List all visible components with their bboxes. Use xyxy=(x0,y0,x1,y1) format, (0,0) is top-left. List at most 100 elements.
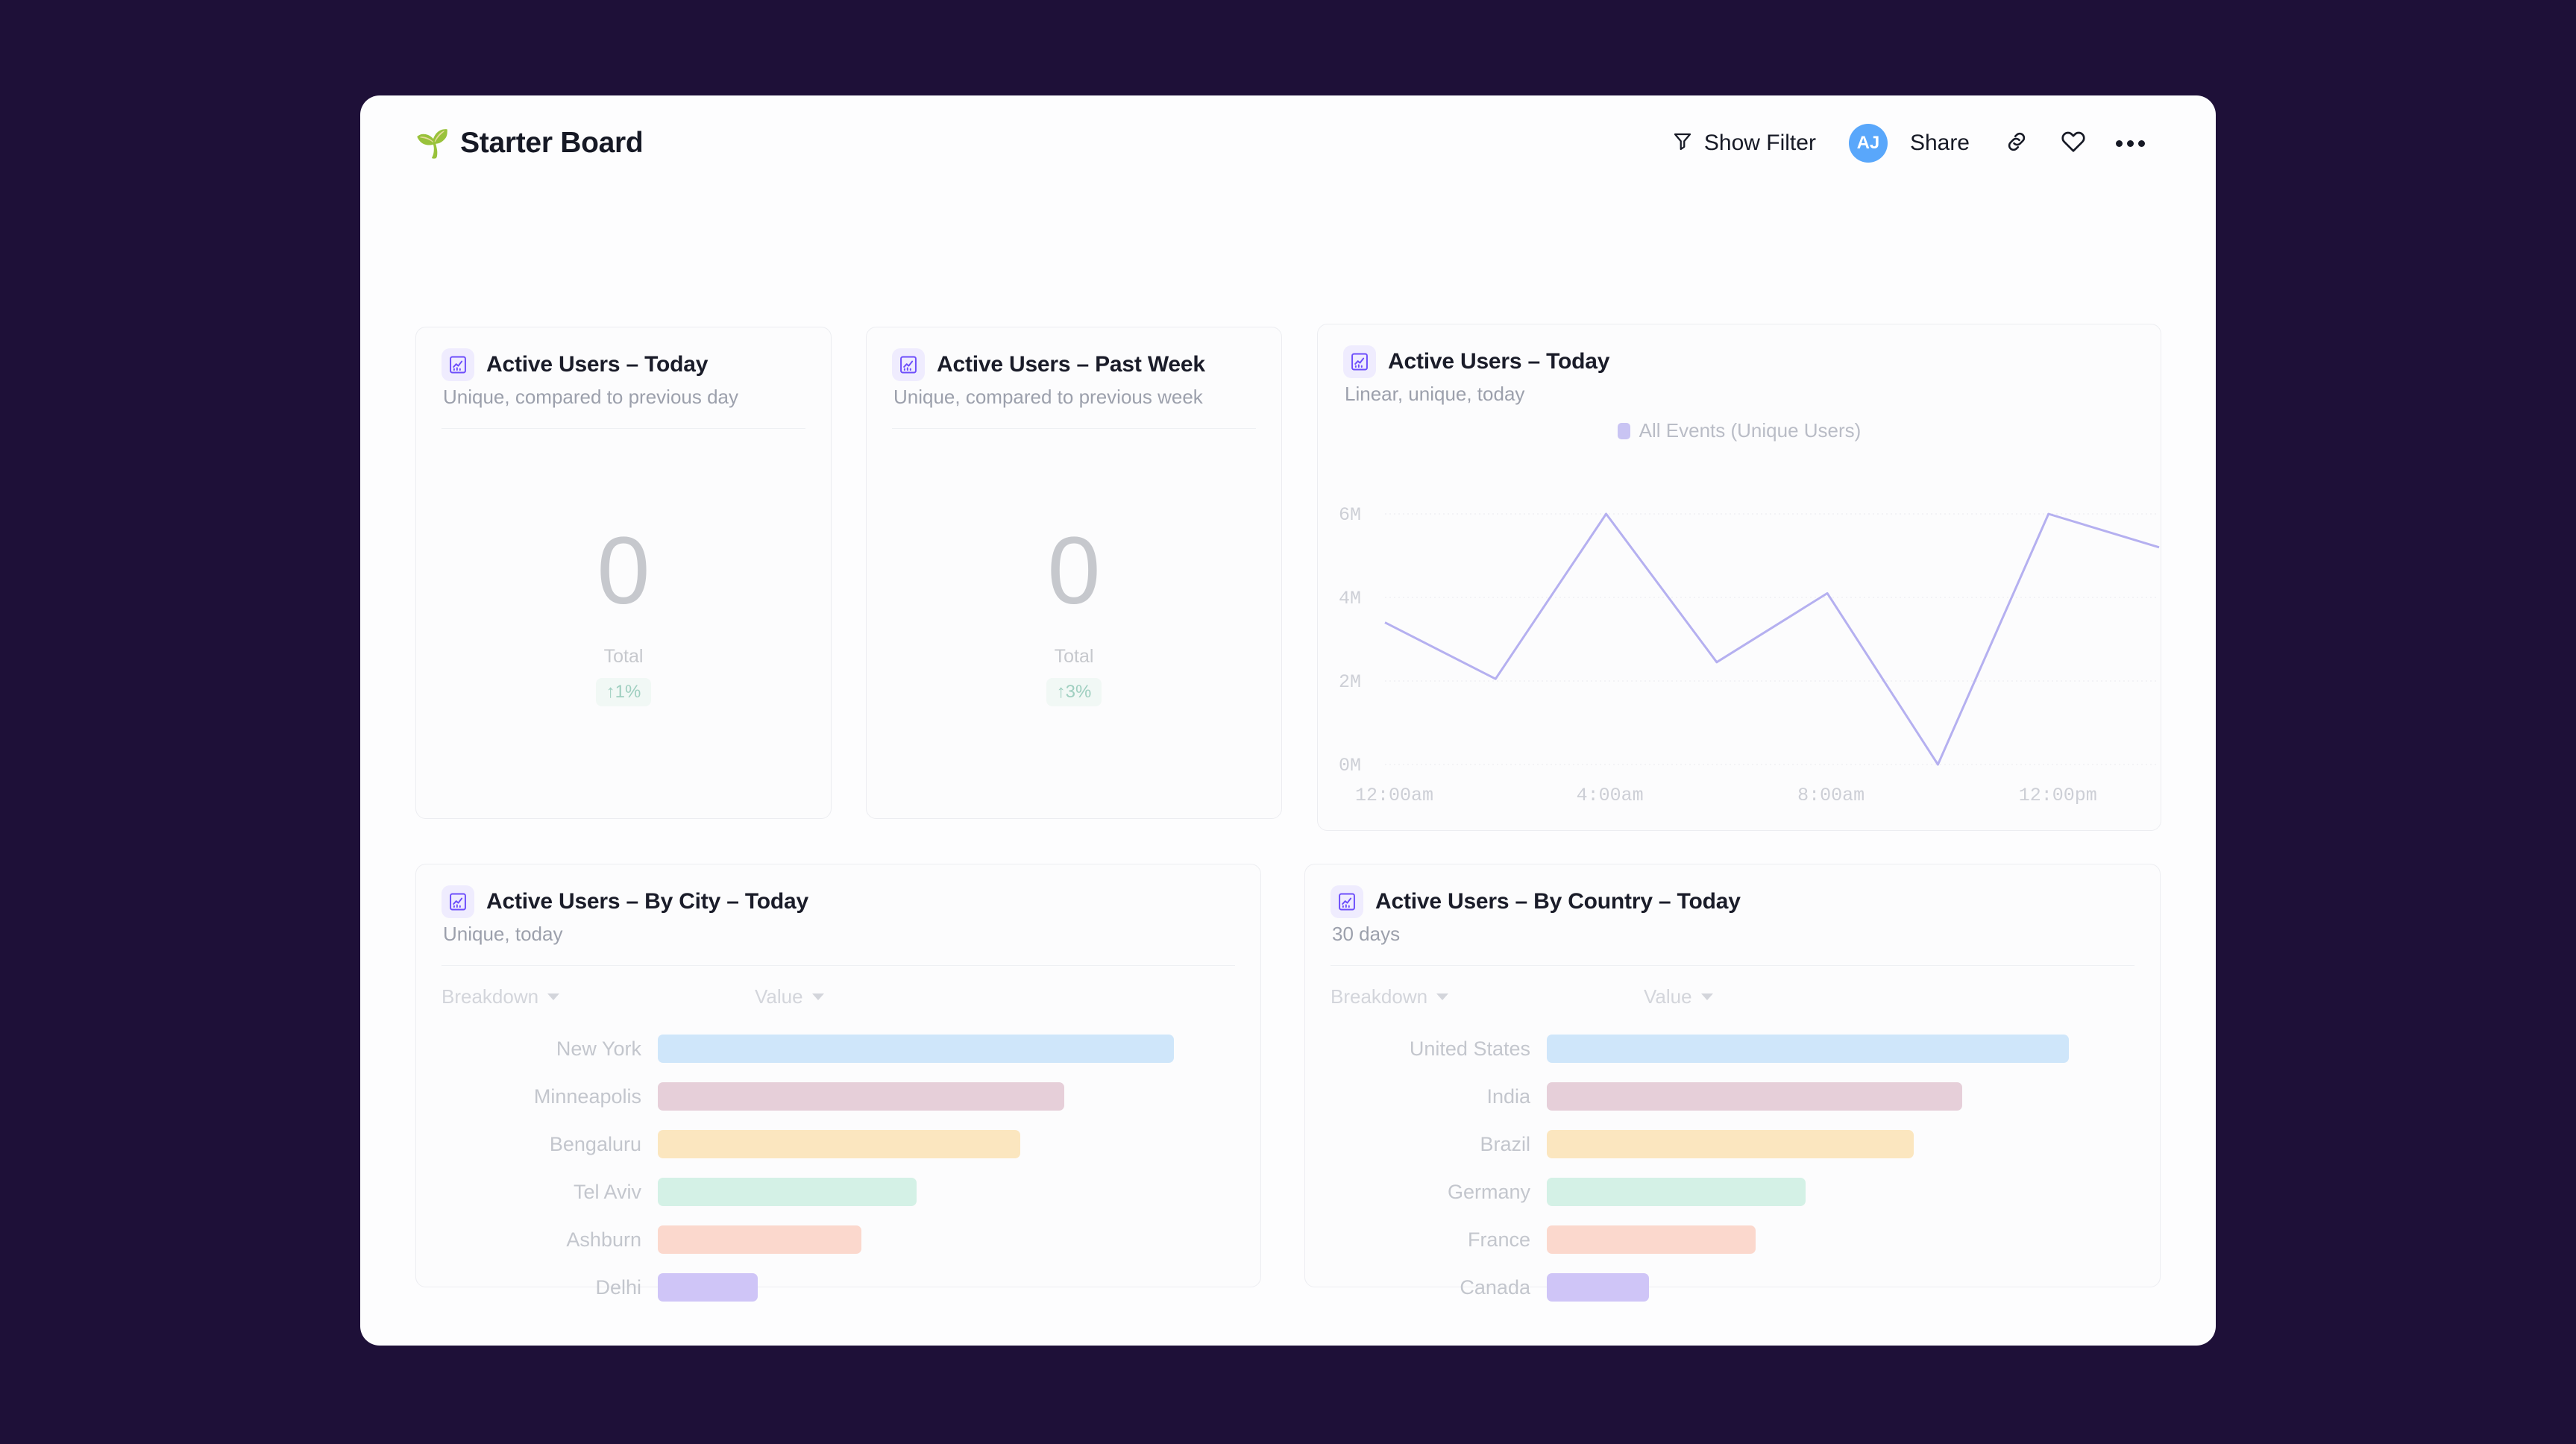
bar-track xyxy=(1547,1073,2134,1120)
bar-category-label: Ashburn xyxy=(566,1228,641,1251)
bar-fill xyxy=(1547,1035,2069,1063)
metric-body: 0 Total ↑3% xyxy=(867,429,1281,800)
favorite-button[interactable] xyxy=(2050,120,2096,166)
chart-icon xyxy=(442,885,474,918)
card-active-users-past-week[interactable]: Active Users – Past Week Unique, compare… xyxy=(866,327,1282,819)
value-label: Value xyxy=(755,985,803,1008)
card-active-users-by-city[interactable]: Active Users – By City – Today Unique, t… xyxy=(415,864,1261,1302)
card-title-row: Active Users – By City – Today xyxy=(442,885,1235,918)
card-subtitle: Unique, today xyxy=(443,923,563,945)
bar-row[interactable]: Ashburn xyxy=(442,1216,1235,1264)
bar-row[interactable]: Delhi xyxy=(442,1264,1235,1311)
bar-category-label: Bengaluru xyxy=(549,1132,641,1155)
bar-track xyxy=(1547,1168,2134,1216)
avatar[interactable]: AJ xyxy=(1848,124,1888,163)
bar-fill xyxy=(658,1035,1174,1063)
board-header: 🌱 Starter Board Show Filter AJ Share xyxy=(360,95,2216,191)
x-axis-tick: 4:00am xyxy=(1577,785,1644,806)
bar-fill xyxy=(1547,1273,1650,1302)
bar-category-label: India xyxy=(1486,1084,1530,1108)
x-axis-tick: 12:00am xyxy=(1355,785,1433,806)
divider xyxy=(892,428,1256,429)
card-title-row: Active Users – By Country – Today xyxy=(1331,885,2134,918)
bar-track xyxy=(1547,1120,2134,1168)
chart-icon xyxy=(1343,345,1376,378)
x-axis-tick: 8:00am xyxy=(1797,785,1865,806)
bar-row[interactable]: New York xyxy=(442,1025,1235,1073)
bar-track xyxy=(658,1216,1235,1264)
divider xyxy=(442,428,805,429)
card-title-row: Active Users – Today xyxy=(1343,345,2135,378)
value-column-header[interactable]: Value xyxy=(755,985,824,1008)
y-axis-tick: 0M xyxy=(1339,755,1361,776)
bar-row[interactable]: United States xyxy=(1331,1025,2134,1073)
bar-track xyxy=(658,1168,1235,1216)
share-label: Share xyxy=(1909,131,1970,155)
bar-row[interactable]: Germany xyxy=(1331,1168,2134,1216)
bar-track xyxy=(658,1025,1235,1073)
chart-icon xyxy=(442,348,474,381)
card-subtitle: Linear, unique, today xyxy=(1345,383,1525,405)
card-active-users-today-linear[interactable]: Active Users – Today Linear, unique, tod… xyxy=(1317,324,2161,831)
bar-fill xyxy=(658,1273,758,1302)
line-chart-plot: 0M 2M 4M 6M 12:00am 4:00am 8:00am 12:00pm xyxy=(1318,487,2161,830)
show-filter-label: Show Filter xyxy=(1703,131,1816,155)
card-subtitle: 30 days xyxy=(1332,923,1401,945)
metric-label: Total xyxy=(1054,645,1094,667)
bar-row[interactable]: Brazil xyxy=(1331,1120,2134,1168)
status-badge: ↑1% xyxy=(595,677,652,706)
bar-category-label: Tel Aviv xyxy=(573,1180,641,1203)
metric-value: 0 xyxy=(1047,517,1101,624)
bar-fill xyxy=(1547,1082,1963,1111)
value-column-header[interactable]: Value xyxy=(1644,985,1713,1008)
bar-category-label: Brazil xyxy=(1480,1132,1530,1155)
card-header: Active Users – By City – Today Unique, t… xyxy=(416,864,1260,966)
bar-row[interactable]: Minneapolis xyxy=(442,1073,1235,1120)
chart-icon xyxy=(1331,885,1363,918)
bar-row[interactable]: India xyxy=(1331,1073,2134,1120)
more-options-button[interactable] xyxy=(2107,120,2153,166)
bar-row[interactable]: France xyxy=(1331,1216,2134,1264)
metric-body: 0 Total ↑1% xyxy=(416,429,831,800)
filter-icon xyxy=(1671,131,1694,157)
card-header: Active Users – Today Linear, unique, tod… xyxy=(1318,324,2161,406)
bar-row[interactable]: Tel Aviv xyxy=(442,1168,1235,1216)
card-active-users-by-country[interactable]: Active Users – By Country – Today 30 day… xyxy=(1304,864,2161,1302)
breakdown-column-header[interactable]: Breakdown xyxy=(442,985,613,1008)
bar-row[interactable]: Canada xyxy=(1331,1264,2134,1311)
chevron-down-icon xyxy=(1436,993,1449,1000)
header-actions: Show Filter AJ Share xyxy=(1658,120,2153,166)
card-title: Active Users – By City – Today xyxy=(486,889,808,914)
bar-category-label: Delhi xyxy=(595,1275,641,1299)
divider xyxy=(1331,965,2134,966)
divider xyxy=(442,965,1235,966)
card-header: Active Users – Today Unique, compared to… xyxy=(416,327,831,429)
share-button[interactable]: Share xyxy=(1897,123,1983,163)
status-badge: ↑3% xyxy=(1046,677,1102,706)
legend-swatch xyxy=(1617,422,1630,439)
card-title: Active Users – By Country – Today xyxy=(1375,889,1741,914)
card-title: Active Users – Past Week xyxy=(937,352,1205,377)
card-title-row: Active Users – Today xyxy=(442,348,805,381)
bar-column-headers: Breakdown Value xyxy=(1305,966,2160,1008)
copy-link-button[interactable] xyxy=(1994,120,2040,166)
bar-fill xyxy=(1547,1130,1914,1158)
line-chart-svg: 0M 2M 4M 6M 12:00am 4:00am 8:00am 12:00pm xyxy=(1339,504,2160,806)
breakdown-label: Breakdown xyxy=(442,985,539,1008)
bar-category-label: Minneapolis xyxy=(533,1084,641,1108)
ellipsis-icon xyxy=(2115,139,2145,147)
bar-fill xyxy=(658,1225,861,1254)
dashboard-panel: 🌱 Starter Board Show Filter AJ Share xyxy=(360,95,2216,1346)
line-series xyxy=(1384,512,2160,766)
show-filter-button[interactable]: Show Filter xyxy=(1658,123,1829,164)
card-header: Active Users – By Country – Today 30 day… xyxy=(1305,864,2160,966)
card-subtitle: Unique, compared to previous day xyxy=(443,386,739,408)
bar-list: United States India Brazil Germany France Can… xyxy=(1305,1008,2160,1311)
board-title-group: 🌱 Starter Board xyxy=(415,127,644,160)
y-axis-tick: 6M xyxy=(1339,504,1361,526)
bar-track xyxy=(658,1073,1235,1120)
bar-row[interactable]: Bengaluru xyxy=(442,1120,1235,1168)
breakdown-column-header[interactable]: Breakdown xyxy=(1331,985,1502,1008)
card-active-users-today[interactable]: Active Users – Today Unique, compared to… xyxy=(415,327,832,819)
chevron-down-icon xyxy=(547,993,560,1000)
